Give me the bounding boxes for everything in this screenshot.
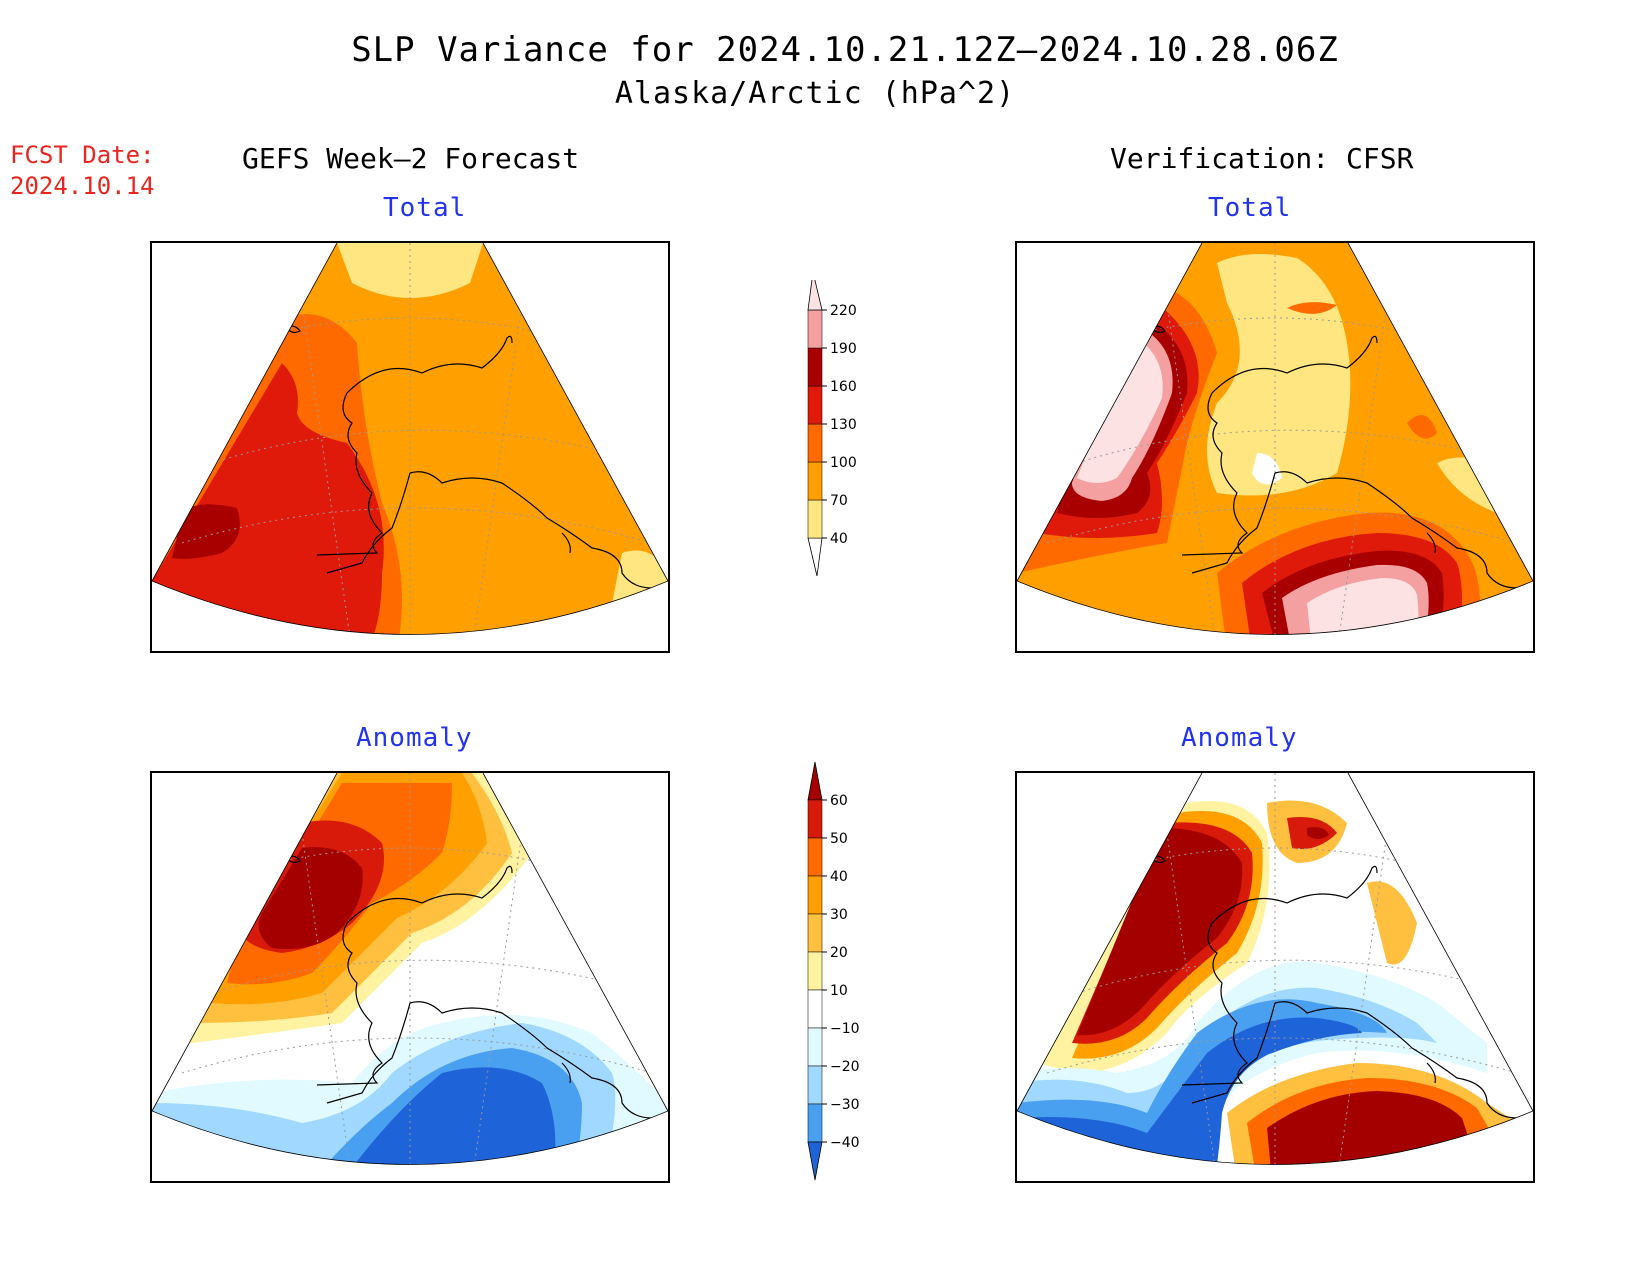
figure-subtitle: Alaska/Arctic (hPa^2) [614, 76, 1016, 111]
contour-130-160 [152, 363, 384, 635]
anomaly-colorbar: 60 50 40 30 20 10 −10 −20 −30 −40 [807, 761, 860, 1181]
colorbar-label: −40 [830, 1135, 860, 1151]
contour-60-plus-north [1307, 827, 1329, 839]
colorbar-segment [807, 875, 823, 915]
contour-100-130-east [1407, 415, 1437, 439]
contour-below-neg40 [1017, 1017, 1362, 1165]
colorbar-segment [807, 1103, 823, 1143]
colorbar-segment [807, 347, 823, 387]
verification-total-title: Total [1208, 193, 1292, 223]
colorbar-segment [807, 951, 823, 991]
forecast-anomaly-map [150, 771, 670, 1183]
colorbar-label: 60 [830, 793, 848, 809]
contour-220-plus [1077, 338, 1163, 483]
colorbar-segment-bottom [807, 1141, 823, 1181]
colorbar-segment [807, 385, 823, 425]
colorbar-segment [807, 913, 823, 953]
colorbar-segment [807, 989, 823, 1029]
contour-60-plus [1077, 828, 1243, 1036]
colorbar-segment [807, 1027, 823, 1067]
coastline [1151, 325, 1533, 589]
colorbar-segment [807, 309, 823, 349]
colorbar-label: 10 [830, 983, 848, 999]
colorbar-label: 50 [830, 831, 848, 847]
colorbar-label: 40 [830, 869, 848, 885]
colorbar-label: 70 [830, 493, 848, 509]
contour-40-70 [1207, 254, 1351, 496]
colorbar-segment [807, 799, 823, 839]
colorbar-label: −20 [830, 1059, 860, 1075]
colorbar-segment [807, 837, 823, 877]
verification-column-title: Verification: CFSR [1110, 142, 1414, 175]
graticule [181, 243, 653, 635]
verification-anomaly-map [1015, 771, 1535, 1183]
total-colorbar: 40 70 100 130 160 190 220 [807, 280, 857, 577]
colorbar-label: 20 [830, 945, 848, 961]
colorbar-segment [807, 461, 823, 501]
forecast-total-map [150, 241, 670, 653]
forecast-total-title: Total [383, 193, 467, 223]
graticule [181, 773, 653, 1165]
colorbar-segment-below [807, 537, 823, 577]
colorbar-segment [807, 1065, 823, 1105]
colorbar-label: 160 [830, 379, 857, 395]
contour-160-190 [172, 504, 240, 559]
forecast-column-title: GEFS Week–2 Forecast [242, 142, 580, 175]
forecast-date-label: FCST Date: [10, 141, 155, 169]
verification-total-map [1015, 241, 1535, 653]
figure-title: SLP Variance for 2024.10.21.12Z–2024.10.… [351, 30, 1339, 70]
contour-below-neg40 [342, 1067, 556, 1165]
coastline [286, 855, 668, 1119]
colorbar-label: 100 [830, 455, 857, 471]
coastline [1151, 855, 1533, 1119]
colorbar-segment [807, 499, 823, 539]
colorbar-segment-top [807, 761, 823, 801]
colorbar-label: 220 [830, 303, 857, 319]
graticule [1046, 243, 1518, 635]
colorbar-label: 30 [830, 907, 848, 923]
forecast-date-value: 2024.10.14 [10, 172, 155, 200]
colorbar-label: −10 [830, 1021, 860, 1037]
verification-anomaly-title: Anomaly [1181, 723, 1298, 753]
contour-20-30-east [1367, 881, 1417, 965]
colorbar-label: 190 [830, 341, 857, 357]
colorbar-label: −30 [830, 1097, 860, 1113]
forecast-date-block: FCST Date: 2024.10.14 [10, 140, 155, 202]
colorbar-segment [807, 423, 823, 463]
contour-40-70 [337, 243, 483, 298]
colorbar-label: 130 [830, 417, 857, 433]
contour-100-130-north [1287, 302, 1337, 314]
graticule [1046, 773, 1518, 1165]
colorbar-segment-top [807, 280, 823, 311]
forecast-anomaly-title: Anomaly [356, 723, 473, 753]
colorbar-label: 40 [830, 531, 848, 547]
contour-60-plus [258, 847, 363, 949]
